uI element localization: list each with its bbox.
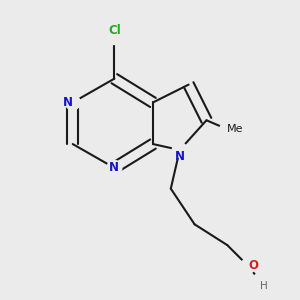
Circle shape — [65, 95, 80, 110]
Circle shape — [253, 273, 267, 288]
Text: H: H — [260, 281, 268, 291]
Text: N: N — [175, 150, 185, 163]
Circle shape — [107, 30, 122, 44]
Circle shape — [220, 122, 235, 136]
Circle shape — [107, 160, 122, 175]
Text: Me: Me — [227, 124, 244, 134]
Circle shape — [241, 259, 256, 273]
Text: N: N — [109, 161, 119, 174]
Text: Cl: Cl — [108, 24, 121, 37]
Text: O: O — [248, 260, 258, 272]
Circle shape — [172, 142, 187, 158]
Text: N: N — [63, 96, 73, 109]
